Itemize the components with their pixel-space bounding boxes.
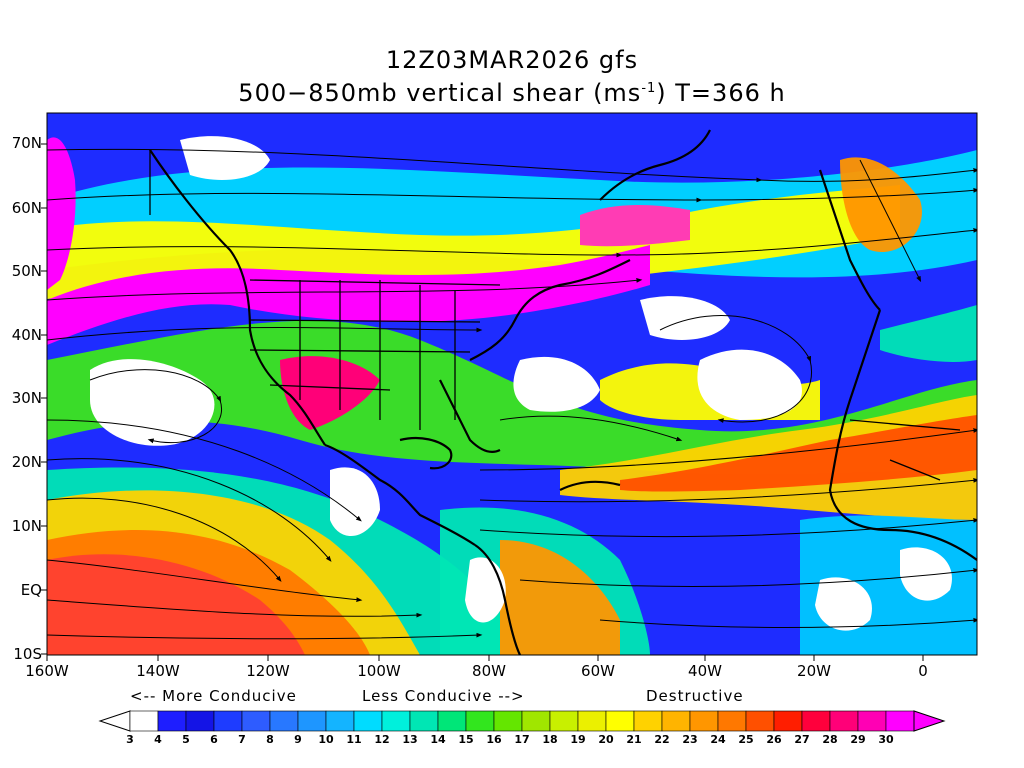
scale-tick-label: 11 xyxy=(346,733,362,746)
scale-tick-label: 29 xyxy=(850,733,866,746)
shear-max-mexico xyxy=(280,356,380,430)
lat-label-10n: 10N xyxy=(11,517,42,535)
scale-swatch xyxy=(605,710,635,732)
scale-tick-label: 25 xyxy=(738,733,754,746)
chart-title: 12Z03MAR2026 gfs xyxy=(385,46,639,74)
scale-tick-label: 24 xyxy=(710,733,726,746)
lon-label-20w: 20W xyxy=(797,662,831,680)
scale-tick-label: 9 xyxy=(294,733,302,746)
scale-tick-label: 8 xyxy=(266,733,274,746)
scale-tick-label: 23 xyxy=(682,733,698,746)
scale-tick-label: 16 xyxy=(486,733,502,746)
less-conducive-label: Less Conducive --> xyxy=(362,687,525,705)
scale-swatch xyxy=(577,710,607,732)
lon-label-60w: 60W xyxy=(581,662,615,680)
scale-swatch xyxy=(745,710,775,732)
scale-swatch xyxy=(521,710,551,732)
scale-swatch xyxy=(465,710,495,732)
scale-tick-label: 7 xyxy=(238,733,246,746)
jet-core xyxy=(47,245,650,345)
scale-tick-label: 12 xyxy=(374,733,390,746)
scale-tick-label: 14 xyxy=(430,733,446,746)
lon-label-0: 0 xyxy=(918,662,928,680)
scale-swatch xyxy=(437,710,467,732)
scale-tick-label: 13 xyxy=(402,733,418,746)
scale-tick-label: 17 xyxy=(514,733,530,746)
scale-tick-label: 30 xyxy=(878,733,894,746)
scale-swatch xyxy=(325,710,355,732)
scale-tick-label: 27 xyxy=(794,733,810,746)
scale-swatch xyxy=(241,710,271,732)
scale-tick-label: 19 xyxy=(570,733,586,746)
scale-swatch xyxy=(353,710,383,732)
scale-swatch xyxy=(213,710,243,732)
lat-label-50n: 50N xyxy=(11,262,42,280)
scale-swatch xyxy=(549,710,579,732)
lat-label-10s: 10S xyxy=(13,645,42,663)
lon-label-80w: 80W xyxy=(472,662,506,680)
scale-arrow-right xyxy=(913,710,946,732)
lat-label-70n: 70N xyxy=(11,134,42,152)
scale-swatch xyxy=(129,710,159,732)
scale-swatch xyxy=(661,710,691,732)
scale-swatch xyxy=(269,710,299,732)
scale-tick-label: 4 xyxy=(154,733,162,746)
destructive-label: Destructive xyxy=(646,687,744,705)
streamlines xyxy=(47,148,977,640)
scale-tick-label: 15 xyxy=(458,733,474,746)
scale-swatch xyxy=(689,710,719,732)
more-conducive-label: <-- More Conducive xyxy=(130,687,297,705)
lat-label-40n: 40N xyxy=(11,326,42,344)
scale-tick-label: 22 xyxy=(654,733,670,746)
lat-label-20n: 20N xyxy=(11,453,42,471)
scale-tick-label: 6 xyxy=(210,733,218,746)
scale-tick-label: 20 xyxy=(598,733,614,746)
scale-tick-label: 21 xyxy=(626,733,642,746)
scale-swatch xyxy=(717,710,747,732)
coastlines xyxy=(149,129,977,655)
shear-shading xyxy=(47,136,977,655)
chart-subtitle: 500−850mb vertical shear (ms-1) T=366 h xyxy=(238,79,786,107)
scale-swatch xyxy=(857,710,887,732)
state-borders xyxy=(149,150,961,481)
lon-label-40w: 40W xyxy=(688,662,722,680)
scale-swatch xyxy=(185,710,215,732)
axis-ticks xyxy=(41,143,924,661)
map-frame xyxy=(46,112,978,656)
jet-core-west xyxy=(47,137,76,290)
scale-arrow-left xyxy=(98,710,131,732)
lat-label-30n: 30N xyxy=(11,389,42,407)
scale-tick-label: 5 xyxy=(182,733,190,746)
scale-tick-label: 28 xyxy=(822,733,838,746)
jet-exit-region xyxy=(580,205,690,247)
lon-label-160w: 160W xyxy=(25,662,69,680)
scale-swatch xyxy=(633,710,663,732)
lat-label-eq: EQ xyxy=(20,581,42,599)
scale-swatch xyxy=(773,710,803,732)
scale-tick-label: 10 xyxy=(318,733,334,746)
scale-swatch xyxy=(297,710,327,732)
scale-swatch xyxy=(381,710,411,732)
scale-swatch xyxy=(829,710,859,732)
scale-swatch xyxy=(801,710,831,732)
scale-tick-label: 26 xyxy=(766,733,782,746)
scale-swatch xyxy=(493,710,523,732)
lon-label-140w: 140W xyxy=(136,662,180,680)
scale-swatch xyxy=(409,710,439,732)
scale-tick-label: 3 xyxy=(126,733,134,746)
color-scale-bar xyxy=(98,710,946,732)
scale-tick-label: 18 xyxy=(542,733,558,746)
scale-swatch xyxy=(885,710,915,732)
lat-label-60n: 60N xyxy=(11,199,42,217)
lon-label-100w: 100W xyxy=(357,662,401,680)
scale-swatch xyxy=(157,710,187,732)
lon-label-120w: 120W xyxy=(246,662,290,680)
